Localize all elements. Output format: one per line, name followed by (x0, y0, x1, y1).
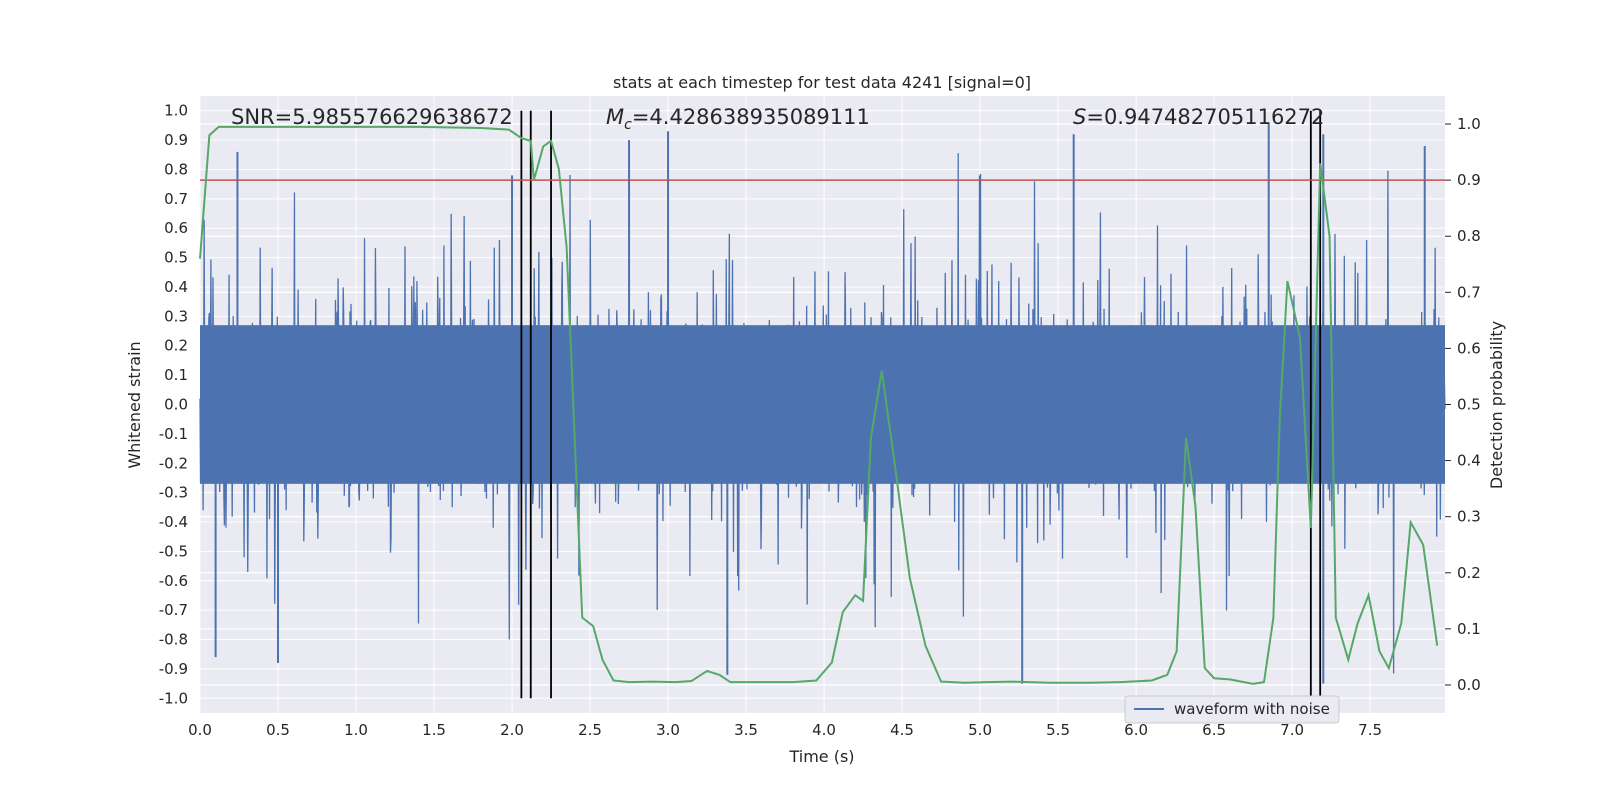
x-tick-label: 6.0 (1124, 721, 1148, 739)
chart-title: stats at each timestep for test data 424… (613, 73, 1031, 92)
y-tick-label-left: -0.7 (159, 601, 188, 619)
waveform-series (199, 122, 1446, 684)
x-tick-label: 0.5 (266, 721, 290, 739)
y-tick-label-right: 0.7 (1457, 283, 1481, 301)
x-tick-label: 3.0 (656, 721, 680, 739)
y-tick-label-right: 0.1 (1457, 620, 1481, 638)
y-tick-label-right: 0.5 (1457, 396, 1481, 414)
s-value: =0.947482705116272 (1086, 105, 1324, 129)
y-axis-right-ticks: 1.0 0.9 0.8 0.7 0.6 0.5 0.4 0.3 0.2 0.1 0.0 (1445, 115, 1481, 694)
y-tick-label-left: -0.4 (159, 513, 188, 531)
chirp-mass-annotation: Mc=4.428638935089111 (606, 105, 870, 133)
x-tick-label: 6.5 (1202, 721, 1226, 739)
x-tick-label: 1.0 (344, 721, 368, 739)
detection-probability-series (199, 125, 1439, 685)
x-tick-label: 7.5 (1358, 721, 1382, 739)
chirp-mass-subscript: c (624, 117, 632, 133)
y-axis-label-right: Detection probability (1487, 321, 1506, 489)
x-tick-label: 3.5 (734, 721, 758, 739)
y-tick-label-right: 1.0 (1457, 115, 1481, 133)
x-tick-label: 5.5 (1046, 721, 1070, 739)
y-tick-label-left: -1.0 (159, 689, 188, 707)
y-tick-label-right: 0.8 (1457, 227, 1481, 245)
y-tick-label-right: 0.6 (1457, 339, 1481, 357)
y-tick-label-left: -0.6 (159, 572, 188, 590)
s-symbol: S (1073, 105, 1086, 129)
probability-line (199, 125, 1439, 685)
y-tick-label-right: 0.2 (1457, 564, 1481, 582)
y-tick-label-left: -0.9 (159, 660, 188, 678)
y-tick-label-left: -0.2 (159, 454, 188, 472)
y-tick-label-left: -0.5 (159, 542, 188, 560)
y-tick-label-left: 0.6 (164, 219, 188, 237)
y-tick-label-left: 0.2 (164, 337, 188, 355)
x-axis-label: Time (s) (788, 747, 854, 766)
x-tick-label: 5.0 (968, 721, 992, 739)
y-tick-label-left: 0.5 (164, 249, 188, 267)
y-tick-label-right: 0.4 (1457, 452, 1481, 470)
chirp-mass-value: =4.428638935089111 (632, 105, 870, 129)
y-tick-label-left: -0.8 (159, 631, 188, 649)
x-tick-label: 2.5 (578, 721, 602, 739)
snr-annotation: SNR=5.985576629638672 (231, 105, 513, 129)
y-tick-label-right: 0.9 (1457, 171, 1481, 189)
vertical-markers (520, 110, 1322, 699)
x-tick-label: 7.0 (1280, 721, 1304, 739)
y-tick-label-left: 0.0 (164, 396, 188, 414)
waveform-core-band (200, 325, 1445, 484)
x-axis-ticks: 0.0 0.5 1.0 1.5 2.0 2.5 3.0 3.5 4.0 4.5 5.0 5.5 6.0 6… (188, 721, 1382, 739)
y-tick-label-left: -0.3 (159, 484, 188, 502)
legend-label: waveform with noise (1174, 700, 1330, 718)
s-annotation: S=0.947482705116272 (1073, 105, 1324, 129)
y-axis-label-left: Whitened strain (125, 341, 144, 468)
y-tick-label-left: 1.0 (164, 102, 188, 120)
x-tick-label: 4.0 (812, 721, 836, 739)
x-tick-label: 1.5 (422, 721, 446, 739)
chirp-mass-symbol: M (606, 105, 624, 129)
y-tick-label-right: 0.0 (1457, 676, 1481, 694)
y-tick-label-left: 0.7 (164, 190, 188, 208)
y-tick-label-left: 0.4 (164, 278, 188, 296)
legend-box (1124, 695, 1340, 724)
legend: waveform with noise (1124, 695, 1340, 724)
y-tick-label-left: 0.8 (164, 160, 188, 178)
y-tick-label-left: 0.1 (164, 366, 188, 384)
x-tick-label: 0.0 (188, 721, 212, 739)
y-axis-left-ticks: 1.0 0.9 0.8 0.7 0.6 0.5 0.4 0.3 0.2 0.1 0.0 -0.1 -0.… (159, 102, 188, 708)
x-tick-label: 4.5 (890, 721, 914, 739)
y-tick-label-left: -0.1 (159, 425, 188, 443)
y-tick-label-right: 0.3 (1457, 508, 1481, 526)
y-tick-label-left: 0.9 (164, 131, 188, 149)
y-tick-label-left: 0.3 (164, 307, 188, 325)
x-tick-label: 2.0 (500, 721, 524, 739)
